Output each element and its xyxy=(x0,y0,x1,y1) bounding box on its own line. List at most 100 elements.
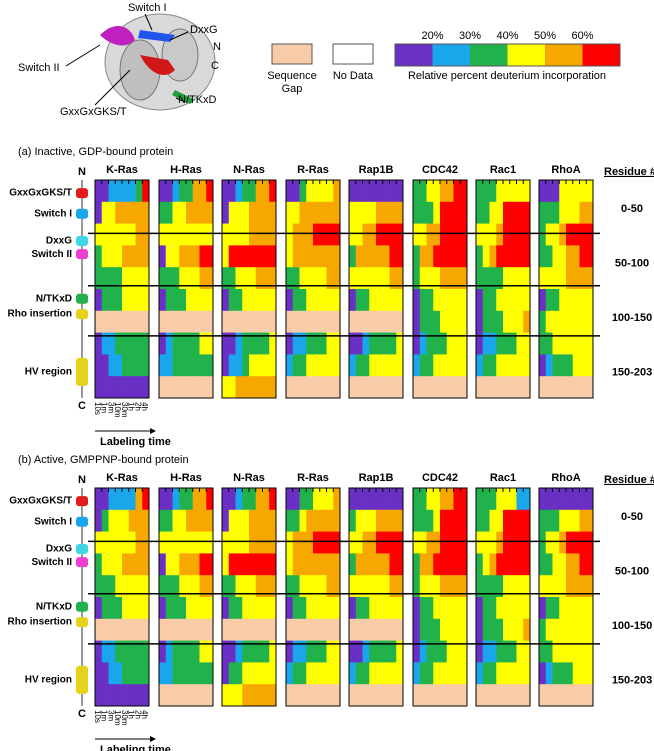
heat-cell xyxy=(95,662,103,685)
heat-cell xyxy=(122,553,130,576)
heat-cell xyxy=(108,354,116,377)
heat-cell xyxy=(286,662,294,685)
heat-cell xyxy=(396,267,404,290)
heat-cell xyxy=(426,223,434,246)
heat-cell xyxy=(446,376,454,399)
heat-cell xyxy=(222,509,230,532)
heat-cell xyxy=(523,509,531,532)
heat-cell xyxy=(572,223,580,246)
heat-cell xyxy=(255,201,263,224)
heat-cell xyxy=(179,267,187,290)
heat-cell xyxy=(476,376,484,399)
heat-cell xyxy=(362,201,370,224)
heat-cell xyxy=(545,267,553,290)
heat-cell xyxy=(262,488,270,511)
heat-cell xyxy=(222,289,230,312)
heat-cell xyxy=(333,354,341,377)
heat-cell xyxy=(235,376,243,399)
heat-cell xyxy=(516,618,524,641)
heat-cell xyxy=(453,180,461,203)
heat-cell xyxy=(115,201,123,224)
heat-cell xyxy=(269,245,277,268)
heat-cell xyxy=(453,553,461,576)
heat-cell xyxy=(128,245,136,268)
heat-cell xyxy=(269,289,277,312)
heat-cell xyxy=(496,267,504,290)
heat-cell xyxy=(108,223,116,246)
heat-cell xyxy=(206,223,214,246)
heat-cell xyxy=(122,267,130,290)
heat-cell xyxy=(476,684,484,707)
time-label: 10s xyxy=(93,402,102,415)
heat-cell xyxy=(489,289,497,312)
track-marker xyxy=(76,557,88,568)
time-label: 1h xyxy=(127,710,136,719)
heat-cell xyxy=(128,618,136,641)
heat-cell xyxy=(433,332,441,355)
residue-range: 100-150 xyxy=(612,312,652,324)
heat-cell xyxy=(206,310,214,333)
heat-cell xyxy=(489,310,497,333)
heat-cell xyxy=(376,376,384,399)
heat-cell xyxy=(222,267,230,290)
heat-cell xyxy=(523,223,531,246)
heat-cell xyxy=(242,354,250,377)
heat-cell xyxy=(460,245,468,268)
heat-cell xyxy=(503,223,511,246)
heat-cell xyxy=(545,201,553,224)
heat-cell xyxy=(269,509,277,532)
heat-cell xyxy=(482,332,490,355)
heat-cell xyxy=(122,201,130,224)
heat-cell xyxy=(333,488,341,511)
heat-cell xyxy=(552,267,560,290)
heat-cell xyxy=(228,223,236,246)
heat-cell xyxy=(489,618,497,641)
heat-cell xyxy=(516,310,524,333)
heat-cell xyxy=(349,201,357,224)
heat-cell xyxy=(242,618,250,641)
heat-cell xyxy=(509,684,517,707)
heat-cell xyxy=(579,575,587,598)
heat-cell xyxy=(566,267,574,290)
heat-cell xyxy=(186,575,194,598)
heat-cell xyxy=(389,618,397,641)
label-switch1: Switch I xyxy=(128,2,167,14)
time-axis-label: Labeling time xyxy=(100,436,171,448)
heat-cell xyxy=(362,597,370,620)
heat-cell xyxy=(453,310,461,333)
heat-cell xyxy=(396,310,404,333)
heat-cell xyxy=(545,488,553,511)
heat-cell xyxy=(249,488,257,511)
heat-cell xyxy=(159,245,167,268)
heat-cell xyxy=(545,575,553,598)
heat-cell xyxy=(142,354,150,377)
heat-cell xyxy=(108,662,116,685)
heat-cell xyxy=(95,223,103,246)
heat-cell xyxy=(108,180,116,203)
heat-cell xyxy=(255,488,263,511)
heat-cell xyxy=(159,376,167,399)
heat-cell xyxy=(101,267,109,290)
heat-cell xyxy=(235,245,243,268)
heat-cell xyxy=(292,201,300,224)
heat-cell xyxy=(419,332,427,355)
heat-cell xyxy=(539,223,547,246)
heat-cell xyxy=(426,575,434,598)
heat-cell xyxy=(503,310,511,333)
heat-cell xyxy=(579,618,587,641)
heat-cell xyxy=(453,354,461,377)
heat-cell xyxy=(586,267,594,290)
heat-cell xyxy=(95,531,103,554)
heat-cell xyxy=(446,597,454,620)
heat-cell xyxy=(523,640,531,663)
heat-cell xyxy=(476,201,484,224)
heat-cell xyxy=(453,289,461,312)
heat-cell xyxy=(509,509,517,532)
heat-cell xyxy=(509,376,517,399)
heat-cell xyxy=(192,640,200,663)
heat-cell xyxy=(262,597,270,620)
heat-cell xyxy=(376,553,384,576)
gap-label: Sequence xyxy=(267,70,317,82)
heat-cell xyxy=(355,488,363,511)
heat-cell xyxy=(313,488,321,511)
